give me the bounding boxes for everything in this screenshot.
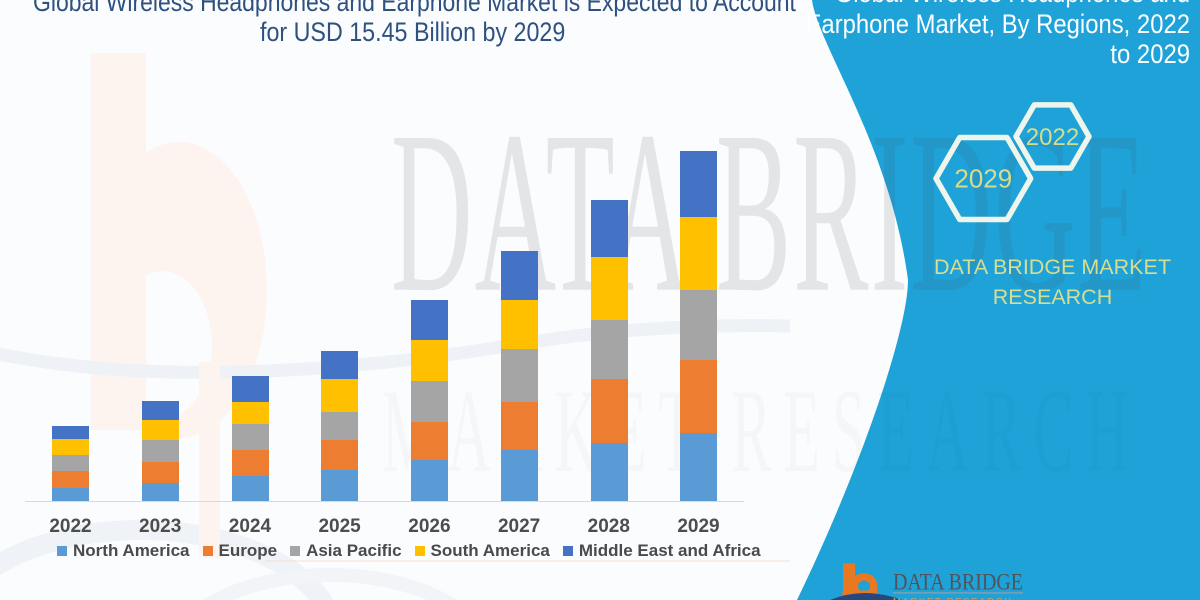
svg-text:2029: 2029 bbox=[954, 164, 1012, 194]
svg-text:MARKET RESEARCH: MARKET RESEARCH bbox=[893, 597, 1013, 600]
svg-text:DATA BRIDGE: DATA BRIDGE bbox=[893, 570, 1023, 596]
svg-text:2022: 2022 bbox=[1026, 124, 1079, 151]
